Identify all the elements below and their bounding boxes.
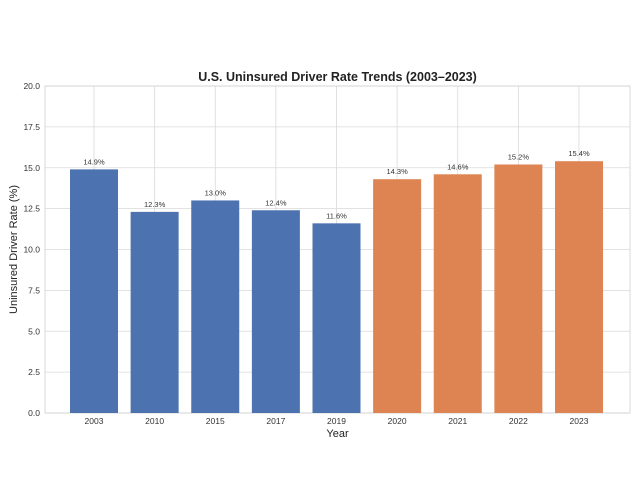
x-tick-labels: 2003 2010 2015 2017 2019 2020 2021 2022 2023	[85, 416, 589, 426]
y-tick-label: 17.5	[23, 122, 40, 132]
bar-value-label-2017: 12.4%	[265, 198, 287, 207]
bar-value-label-2003: 14.9%	[83, 157, 105, 166]
x-tick-label-2003: 2003	[85, 416, 104, 426]
x-tick-label-2017: 2017	[266, 416, 285, 426]
bar-2010	[130, 211, 179, 413]
y-tick-label: 0.0	[28, 408, 40, 418]
bar-value-label-2015: 13.0%	[205, 188, 227, 197]
y-tick-label: 15.0	[23, 163, 40, 173]
bar-value-label-2022: 15.2%	[508, 152, 530, 161]
y-tick-label: 12.5	[23, 204, 40, 214]
y-tick-label: 5.0	[28, 326, 40, 336]
y-tick-label: 7.5	[28, 285, 40, 295]
bar-2019	[312, 223, 361, 413]
bar-2020	[373, 179, 422, 413]
x-tick-label-2020: 2020	[388, 416, 407, 426]
x-tick-label-2021: 2021	[448, 416, 467, 426]
x-tick-label-2015: 2015	[206, 416, 225, 426]
bar-value-label-2023: 15.4%	[568, 149, 590, 158]
bar-2021	[433, 174, 482, 413]
bar-value-label-2019: 11.6%	[326, 211, 347, 220]
bar-value-labels: 14.9% 12.3% 13.0% 12.4% 11.6% 14.3% 14.6% 15.2%…	[83, 149, 590, 220]
y-axis-label: Uninsured Driver Rate (%)	[8, 185, 20, 314]
bar-value-label-2021: 14.6%	[447, 162, 469, 171]
x-tick-label-2019: 2019	[327, 416, 346, 426]
x-tick-label-2023: 2023	[570, 416, 589, 426]
y-tick-label: 10.0	[23, 245, 40, 255]
x-tick-label-2022: 2022	[509, 416, 528, 426]
y-tick-label: 2.5	[28, 367, 40, 377]
x-axis-label: Year	[326, 428, 349, 440]
bar-2003	[70, 169, 118, 413]
y-tick-label: 20.0	[23, 81, 40, 91]
bar-2023	[555, 161, 603, 413]
bar-value-label-2010: 12.3%	[144, 200, 166, 209]
y-tick-labels: 0.0 2.5 5.0 7.5 10.0 12.5 15.0 17.5 20.0	[23, 81, 40, 418]
chart-title: U.S. Uninsured Driver Rate Trends (2003–…	[198, 70, 477, 84]
x-tick-label-2010: 2010	[145, 416, 164, 426]
bars	[70, 161, 603, 413]
bar-value-label-2020: 14.3%	[386, 167, 408, 176]
bar-2022	[494, 164, 543, 413]
bar-2017	[251, 210, 300, 413]
bar-2015	[191, 200, 240, 413]
